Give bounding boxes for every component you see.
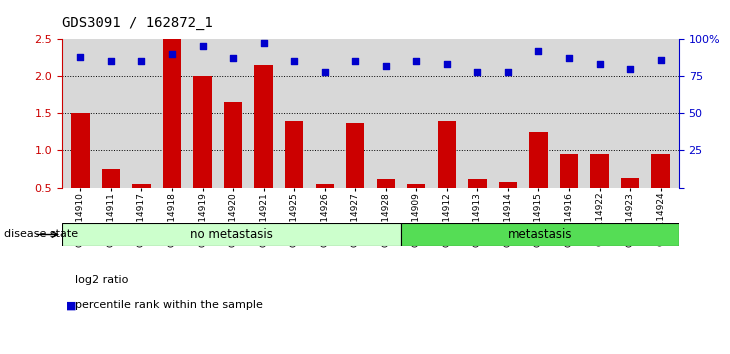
Point — [227, 56, 239, 61]
Bar — [224, 102, 242, 188]
Point — [380, 63, 391, 69]
Point — [533, 48, 545, 54]
Point — [593, 61, 605, 67]
Text: metastasis: metastasis — [508, 228, 572, 241]
Point — [196, 44, 208, 49]
Bar — [62, 223, 402, 246]
Bar — [468, 179, 486, 188]
Point — [441, 61, 453, 67]
Bar — [193, 76, 212, 188]
Text: GDS3091 / 162872_1: GDS3091 / 162872_1 — [62, 16, 213, 30]
Point — [502, 69, 514, 74]
Bar — [346, 123, 364, 188]
Point — [105, 58, 117, 64]
Point — [74, 54, 86, 59]
Point — [166, 51, 178, 57]
Text: percentile rank within the sample: percentile rank within the sample — [75, 300, 263, 310]
Text: log2 ratio: log2 ratio — [75, 275, 128, 285]
Bar — [402, 223, 679, 246]
Bar — [377, 179, 395, 188]
Bar — [255, 65, 273, 188]
Text: disease state: disease state — [4, 229, 78, 239]
Point — [624, 66, 636, 72]
Bar — [163, 39, 181, 188]
Point — [319, 69, 331, 74]
Bar — [529, 132, 548, 188]
Bar — [72, 113, 90, 188]
Bar — [591, 154, 609, 188]
Text: ■: ■ — [66, 300, 76, 310]
Bar — [285, 121, 303, 188]
Text: no metastasis: no metastasis — [191, 228, 273, 241]
Bar — [407, 184, 426, 188]
Point — [258, 41, 269, 46]
Point — [563, 56, 575, 61]
Bar — [132, 184, 150, 188]
Point — [472, 69, 483, 74]
Bar — [438, 121, 456, 188]
Bar — [621, 178, 639, 188]
Bar — [101, 169, 120, 188]
Bar — [315, 184, 334, 188]
Point — [136, 58, 147, 64]
Point — [655, 57, 666, 63]
Point — [410, 58, 422, 64]
Bar — [499, 182, 517, 188]
Bar — [651, 154, 669, 188]
Point — [350, 58, 361, 64]
Point — [288, 58, 300, 64]
Bar — [560, 154, 578, 188]
